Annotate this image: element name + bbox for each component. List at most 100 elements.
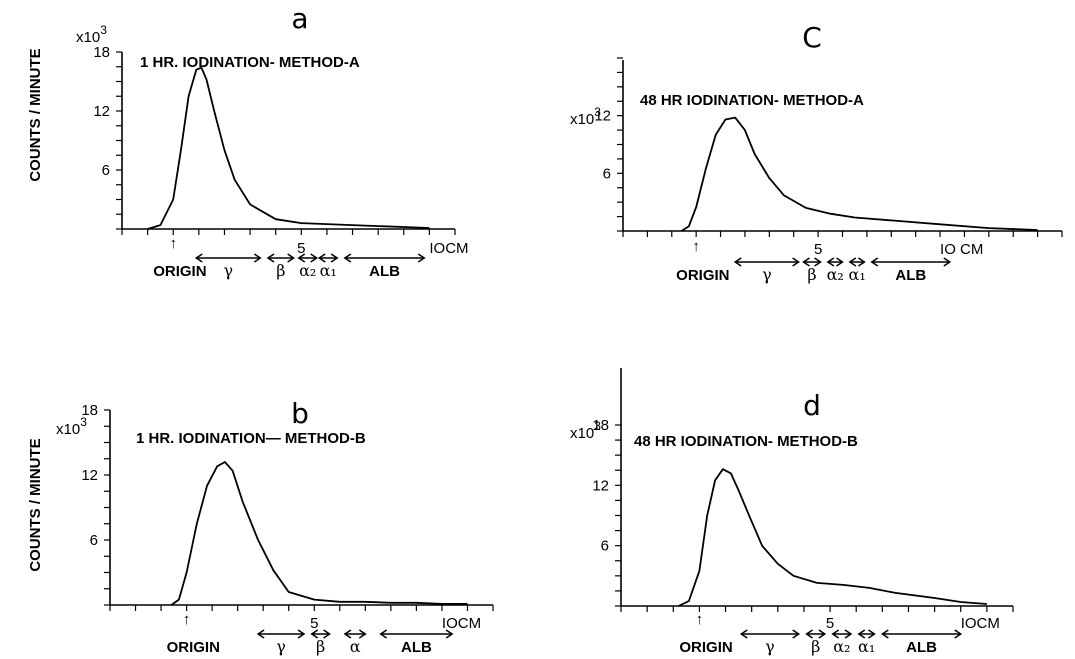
panel-letter: d [803, 389, 821, 422]
band-label: γ [224, 261, 234, 280]
panel-title: 1 HR. IODINATION- METHOD-A [140, 54, 360, 71]
band-label: ALB [895, 267, 926, 284]
band-label: α₂ [299, 261, 316, 280]
band-arrowhead [343, 253, 352, 263]
band-arrowhead [417, 253, 426, 263]
band-arrowhead [287, 253, 295, 263]
band-label: γ [762, 265, 772, 284]
x-tick-label: 5 [297, 240, 305, 257]
y-tick-label: 18 [93, 44, 110, 61]
band-arrowhead [880, 629, 889, 639]
y-scale-multiplier: x103 [570, 105, 601, 128]
series-line [170, 461, 468, 606]
y-tick-label: 6 [603, 165, 611, 182]
x-tick-label: 5 [826, 615, 834, 632]
y-tick-label: 6 [601, 538, 609, 555]
band-arrowhead [310, 629, 319, 639]
band-arrowhead [733, 257, 742, 267]
band-arrowhead [445, 629, 454, 639]
x-tick-label: IOCM [442, 615, 481, 632]
band-arrowhead [868, 629, 876, 639]
band-label: ALB [906, 639, 937, 656]
band-arrowhead [954, 629, 963, 639]
panel-title: 1 HR. IODINATION— METHOD-B [136, 430, 366, 447]
band-arrowhead [379, 629, 388, 639]
y-tick-label: 12 [93, 103, 110, 120]
y-tick-label: 12 [594, 108, 611, 125]
band-arrowhead [792, 257, 800, 267]
series-line [681, 116, 1038, 232]
band-arrowhead [297, 253, 306, 263]
band-label: α₁ [858, 637, 875, 656]
band-arrowhead [814, 257, 822, 267]
band-arrowhead [323, 629, 331, 639]
band-arrowhead [358, 629, 367, 639]
band-arrowhead [266, 253, 275, 263]
band-label: γ [276, 637, 286, 656]
y-tick-label: 12 [592, 477, 609, 494]
band-arrowhead [836, 257, 844, 267]
band-arrowhead [802, 257, 810, 267]
band-arrowhead [317, 253, 326, 263]
origin-arrow: ↑ [183, 611, 191, 628]
y-axis-label-top: COUNTS / MINUTE [27, 48, 44, 181]
band-arrowhead [739, 629, 748, 639]
x-tick-label: 5 [814, 241, 822, 258]
band-arrowhead [943, 257, 952, 267]
band-label: α₂ [827, 265, 844, 284]
band-arrowhead [826, 257, 835, 267]
band-label: β [807, 265, 816, 284]
origin-label: ORIGIN [679, 639, 732, 656]
y-tick-label: 6 [90, 532, 98, 549]
x-tick-label: IOCM [961, 615, 1000, 632]
band-arrowhead [818, 629, 827, 639]
band-arrowhead [844, 629, 853, 639]
band-arrowhead [857, 629, 866, 639]
band-arrowhead [343, 629, 352, 639]
y-scale-multiplier: x103 [76, 23, 107, 46]
band-arrowhead [870, 257, 879, 267]
band-label: α₁ [849, 265, 866, 284]
y-tick-label: 18 [81, 402, 98, 419]
panel-title: 48 HR IODINATION- METHOD-B [634, 433, 858, 450]
band-label: β [276, 261, 285, 280]
x-tick-label: IOCM [429, 240, 468, 257]
band-label: α [350, 637, 361, 656]
band-label: α₁ [320, 261, 337, 280]
band-arrowhead [256, 629, 265, 639]
y-scale-multiplier: x103 [56, 415, 87, 438]
band-arrowhead [858, 257, 866, 267]
band-label: α₂ [833, 637, 850, 656]
band-label: γ [765, 637, 775, 656]
band-label: β [811, 637, 820, 656]
y-axis-label-bottom: COUNTS / MINUTE [27, 438, 44, 571]
panel-letter: C [802, 21, 822, 54]
band-arrowhead [848, 257, 857, 267]
band-label: ALB [401, 639, 432, 656]
y-tick-label: 18 [592, 417, 609, 434]
origin-label: ORIGIN [676, 267, 729, 284]
panel-letter: b [291, 397, 309, 430]
x-tick-label: IO CM [940, 241, 983, 258]
band-arrowhead [194, 253, 203, 263]
y-scale-multiplier: x103 [570, 419, 601, 442]
band-arrowhead [310, 253, 319, 263]
y-tick-label: 6 [102, 162, 110, 179]
band-arrowhead [805, 629, 813, 639]
x-tick-label: 5 [310, 615, 318, 632]
band-arrowhead [831, 629, 840, 639]
y-tick-label: 12 [81, 467, 98, 484]
band-arrowhead [253, 253, 262, 263]
band-label: β [316, 637, 325, 656]
panel-title: 48 HR IODINATION- METHOD-A [640, 92, 864, 109]
band-arrowhead [792, 629, 801, 639]
origin-label: ORIGIN [167, 639, 220, 656]
origin-arrow: ↑ [692, 238, 700, 255]
panel-letter: a [291, 2, 308, 35]
origin-arrow: ↑ [169, 235, 177, 252]
